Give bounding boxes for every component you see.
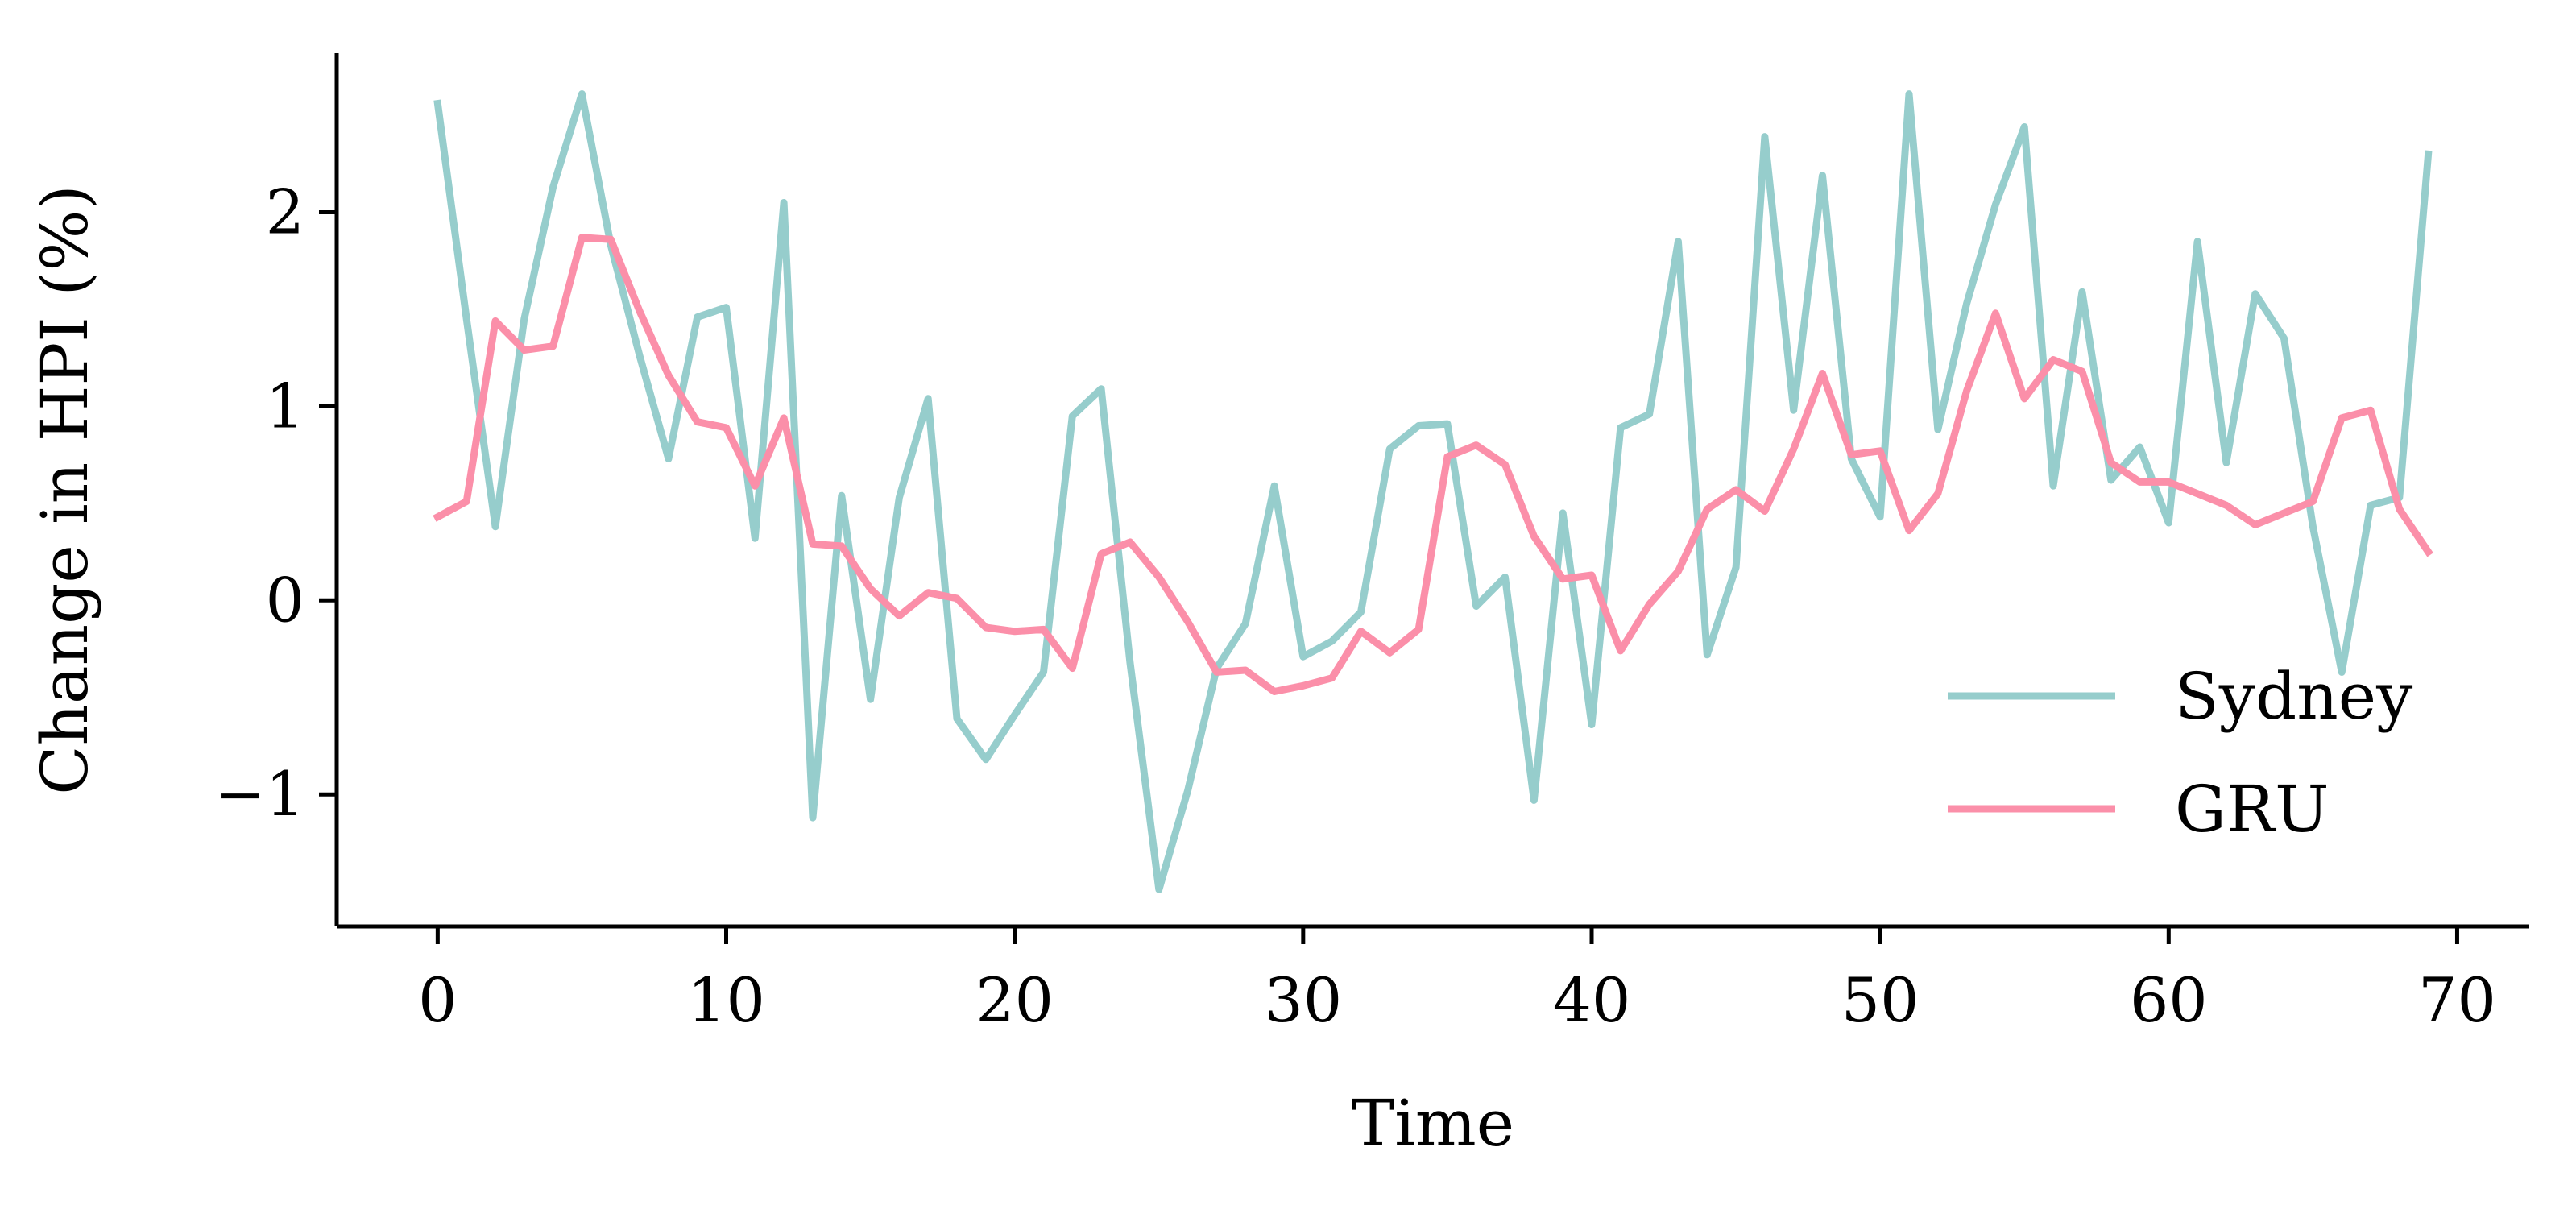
y-tick-label: −1 (214, 758, 304, 830)
x-tick-label: 60 (2130, 964, 2208, 1036)
legend: Sydney GRU (1948, 659, 2412, 847)
y-tick-label: 2 (266, 176, 304, 248)
legend-label-sydney: Sydney (2175, 659, 2412, 734)
y-axis-title: Change in HPI (%) (27, 184, 102, 795)
ticks-layer: 0 10 20 30 40 50 60 70 −1 0 1 2 (214, 176, 2496, 1036)
series-line-sydney (433, 90, 2433, 893)
x-axis-title: Time (1352, 1086, 1514, 1161)
y-tick-label: 0 (266, 564, 304, 636)
x-tick-label: 40 (1553, 964, 1631, 1036)
axes-layer (334, 53, 2529, 929)
series-line-gru (433, 234, 2433, 695)
legend-label-gru: GRU (2175, 772, 2330, 847)
series-layer (433, 90, 2433, 893)
x-tick-label: 20 (975, 964, 1054, 1036)
y-tick-label: 1 (266, 370, 304, 441)
x-tick-label: 30 (1264, 964, 1342, 1036)
x-tick-label: 50 (1841, 964, 1920, 1036)
x-tick-label: 70 (2418, 964, 2496, 1036)
x-tick-label: 0 (418, 964, 457, 1036)
x-tick-label: 10 (687, 964, 765, 1036)
